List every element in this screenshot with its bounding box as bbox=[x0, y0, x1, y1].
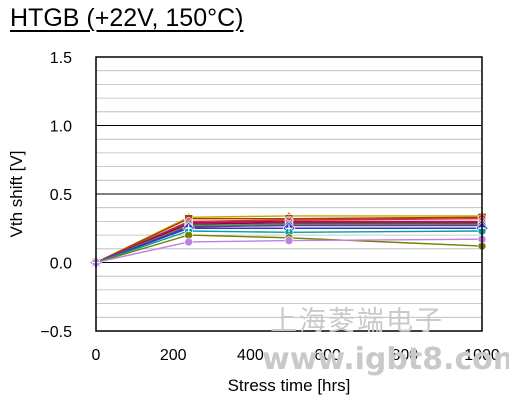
series-line bbox=[95, 216, 483, 264]
y-tick-label: −0.5 bbox=[40, 324, 72, 341]
grid-lines bbox=[96, 70, 482, 318]
data-point bbox=[284, 236, 294, 245]
x-tick-label: 400 bbox=[237, 347, 264, 364]
x-tick-label: 0 bbox=[92, 347, 101, 364]
watermark-url: www.igbt8.com bbox=[262, 342, 509, 377]
y-tick-labels: 1.5 1.0 0.5 0.0 −0.5 bbox=[40, 50, 72, 341]
x-tick-label: 200 bbox=[160, 347, 187, 364]
x-tick-label: 600 bbox=[314, 347, 341, 364]
chart-title: HTGB (+22V, 150°C) bbox=[10, 4, 244, 32]
y-tick-label: 0.0 bbox=[50, 256, 72, 273]
series-line bbox=[95, 230, 483, 264]
plot-frame bbox=[95, 56, 483, 332]
y-tick-label: 1.0 bbox=[50, 119, 72, 136]
series-line bbox=[95, 238, 483, 264]
series-group bbox=[89, 210, 489, 269]
x-tick-label: 1000 bbox=[464, 347, 500, 364]
data-point bbox=[184, 237, 193, 247]
watermark-chinese: 上海菱端电子 bbox=[270, 306, 444, 337]
y-tick-label: 1.5 bbox=[50, 50, 72, 67]
y-axis-label: Vth shift [V] bbox=[7, 151, 26, 238]
x-tick-label: 800 bbox=[391, 347, 418, 364]
cross-markers bbox=[92, 224, 486, 267]
x-tick-labels: 0 200 400 600 800 1000 bbox=[92, 347, 500, 364]
series-line bbox=[95, 234, 483, 264]
series-line bbox=[95, 227, 482, 264]
x-axis-label: Stress time [hrs] bbox=[228, 376, 351, 395]
y-tick-label: 0.5 bbox=[50, 187, 72, 204]
